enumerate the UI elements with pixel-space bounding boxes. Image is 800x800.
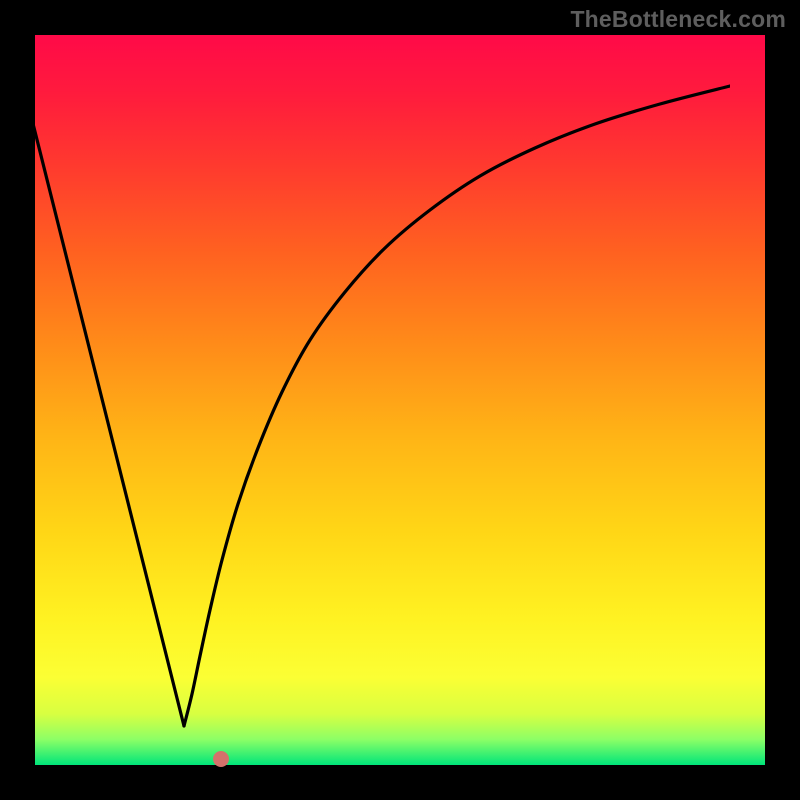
watermark-text: TheBottleneck.com	[570, 6, 786, 33]
gradient-background	[35, 35, 765, 765]
chart-container: TheBottleneck.com	[0, 0, 800, 800]
vertex-marker	[213, 751, 229, 767]
